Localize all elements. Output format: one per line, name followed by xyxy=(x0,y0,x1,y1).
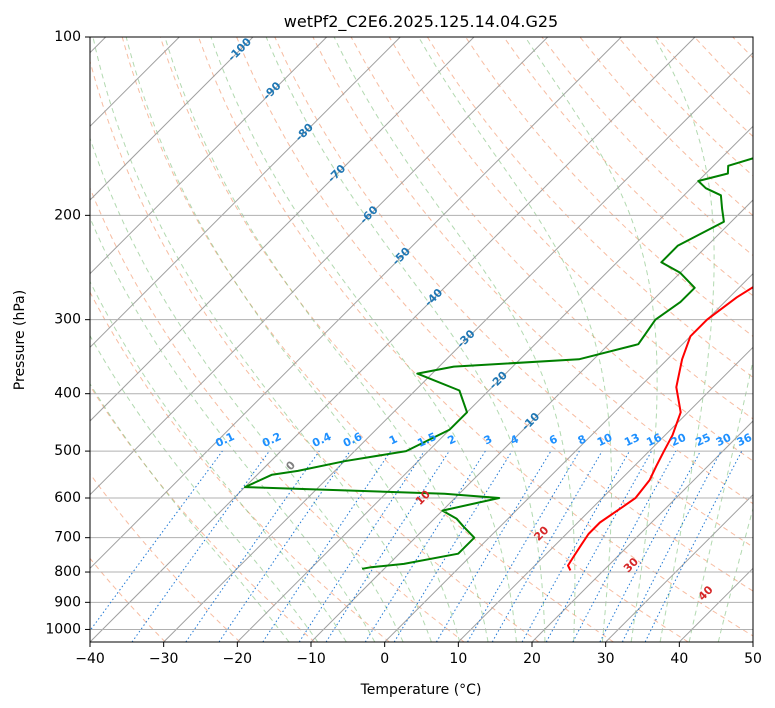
mixing-ratio-label: 36 xyxy=(735,431,755,449)
mixing-ratio-line xyxy=(218,450,351,642)
y-tick-label: 400 xyxy=(54,386,81,402)
moist-adiabat xyxy=(90,334,319,642)
mixing-ratio-label: 16 xyxy=(644,431,664,449)
y-tick-label: 800 xyxy=(54,564,81,580)
mixing-ratio-line xyxy=(90,450,223,632)
temperature-profile xyxy=(567,285,753,571)
isotherm-line xyxy=(90,37,328,275)
y-tick-label: 900 xyxy=(54,594,81,610)
x-tick-label: −30 xyxy=(149,651,179,667)
y-tick-label: 100 xyxy=(54,29,81,45)
isotherm-line xyxy=(605,493,753,642)
isotherm-line xyxy=(90,37,401,349)
moist-adiabat xyxy=(90,136,404,642)
moist-adiabat xyxy=(125,37,461,642)
mixing-ratio-label: 20 xyxy=(669,431,689,449)
x-tick-label: −40 xyxy=(75,651,105,667)
mixing-ratio-label: 13 xyxy=(622,431,641,449)
moist-adiabat xyxy=(418,37,613,642)
mixing-ratio-label: 10 xyxy=(595,431,615,449)
isotherm-line xyxy=(90,37,475,422)
y-axis-title: Pressure (hPa) xyxy=(12,290,28,390)
dry-adiabat xyxy=(350,37,753,462)
mixing-ratio-line xyxy=(572,450,677,642)
mixing-ratio-label: 25 xyxy=(693,431,712,449)
dry-adiabat xyxy=(121,37,614,642)
mixing-ratio-line xyxy=(298,450,425,642)
isotherm-line xyxy=(163,51,753,642)
x-tick-label: 30 xyxy=(597,651,615,667)
grid-layer xyxy=(90,37,753,642)
mixing-ratio-line xyxy=(521,450,630,642)
x-axis-title: Temperature (°C) xyxy=(360,682,482,698)
x-axis: −40 −30 −20 −10 0 10 20 30 40 50 xyxy=(75,642,762,667)
isotherm-line xyxy=(236,125,753,642)
dry-adiabat xyxy=(465,37,753,338)
x-tick-label: 20 xyxy=(523,651,541,667)
y-tick-label: 300 xyxy=(54,312,81,328)
isotherm-line xyxy=(90,37,696,642)
isotherm-line xyxy=(457,346,753,642)
dry-adiabat xyxy=(274,37,753,548)
x-tick-label: 0 xyxy=(380,651,389,667)
y-tick-label: 700 xyxy=(54,530,81,546)
x-tick-label: 50 xyxy=(744,651,762,667)
dry-adiabat xyxy=(90,557,166,642)
dry-adiabat xyxy=(503,37,753,297)
dry-adiabat xyxy=(388,37,753,420)
x-tick-label: −10 xyxy=(296,651,326,667)
isotherm-line xyxy=(90,37,254,201)
y-axis: 100 200 300 400 500 600 700 800 900 1000 xyxy=(45,29,90,637)
mixing-ratio-line xyxy=(545,450,653,642)
moist-adiabat xyxy=(90,382,290,642)
moist-adiabat xyxy=(210,37,517,642)
moist-adiabat xyxy=(164,37,489,642)
chart-title: wetPf2_C2E6.2025.125.14.04.G25 xyxy=(284,12,558,32)
y-tick-label: 500 xyxy=(54,443,81,459)
isotherm-line xyxy=(531,420,753,642)
x-tick-label: 10 xyxy=(449,651,467,667)
mixing-ratio-line xyxy=(644,450,743,642)
moist-adiabat xyxy=(92,37,432,642)
mixing-ratio-line xyxy=(131,450,270,642)
dry-adiabat xyxy=(90,59,540,642)
isotherm-line xyxy=(90,37,622,570)
isotherm-line xyxy=(384,272,753,642)
mixing-ratio-line xyxy=(262,450,392,642)
isotherm-line xyxy=(310,199,753,642)
y-tick-label: 1000 xyxy=(45,621,81,637)
mixing-ratio-line xyxy=(185,450,320,642)
mixing-ratio-label: 30 xyxy=(714,431,734,449)
moist-adiabat xyxy=(333,37,576,642)
series-layer xyxy=(243,157,753,571)
y-tick-label: 200 xyxy=(54,207,81,223)
y-tick-label: 600 xyxy=(54,490,81,506)
x-tick-label: 40 xyxy=(670,651,688,667)
dry-adiabat xyxy=(90,472,241,642)
moist-adiabat xyxy=(524,37,658,642)
dry-adiabat xyxy=(312,37,753,505)
plot-frame xyxy=(89,36,754,643)
isotherm-line xyxy=(90,37,549,496)
x-tick-label: −20 xyxy=(223,651,253,667)
mixing-ratio-line xyxy=(393,450,513,642)
moist-adiabat xyxy=(653,37,715,642)
dry-adiabat xyxy=(90,291,390,642)
mixing-ratio-line xyxy=(325,450,450,642)
dewpoint-profile xyxy=(243,157,753,570)
dry-adiabat xyxy=(90,186,465,642)
dry-adiabat xyxy=(159,37,689,642)
dry-adiabat xyxy=(236,37,753,592)
moist-adiabat xyxy=(265,37,546,642)
